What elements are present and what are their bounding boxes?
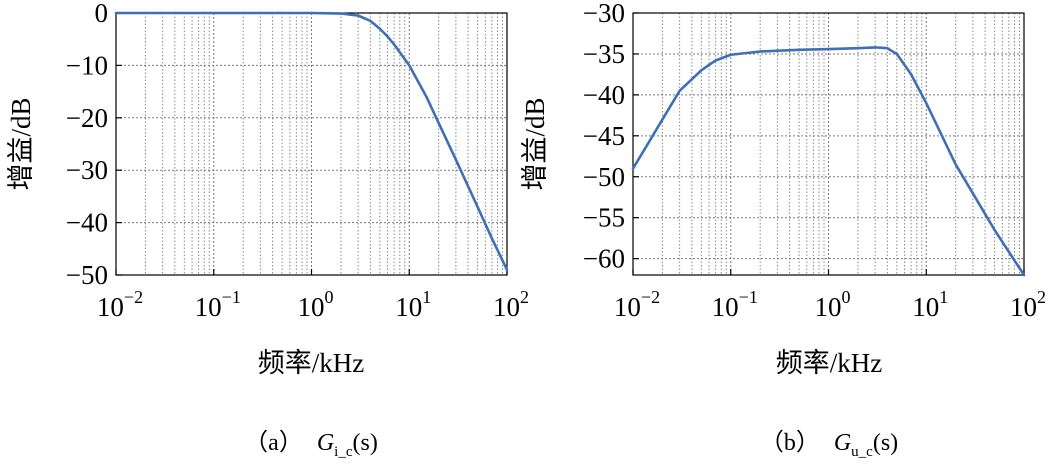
chart-a-x-tick-base: 10 [298, 292, 325, 322]
chart-a-x-tick-label: 10−2 [97, 287, 143, 322]
chart-b-y-tick-label: −45 [583, 121, 625, 151]
chart-a-y-tick-label: −40 [66, 208, 108, 238]
chart-a-caption-label: （a） [244, 430, 303, 456]
chart-b-grid [632, 12, 1025, 275]
chart-b-x-tick-label: 102 [1010, 287, 1046, 322]
chart-b-x-tick-label: 100 [815, 287, 851, 322]
chart-a-x-axis-label: 频率/kHz [258, 348, 364, 378]
chart-b-x-tick-exponent: −2 [641, 287, 660, 307]
chart-b-x-tick-exponent: 2 [1037, 287, 1046, 307]
chart-b-caption: （b） Gu_c(s) [760, 430, 898, 460]
chart-b-x-tick-base: 10 [815, 292, 842, 322]
chart-b-y-tick-label: −40 [583, 80, 625, 110]
chart-b-x-tick-label: 10−2 [614, 287, 660, 322]
chart-b-x-tick-exponent: 0 [842, 287, 851, 307]
chart-a-y-tick-label: −50 [66, 260, 108, 290]
chart-a-y-axis-label: 增益/dB [6, 97, 36, 190]
chart-a-y-tick-label: −10 [66, 50, 108, 80]
chart-b-y-tick-label: −30 [583, 0, 625, 28]
chart-a-x-tick-base: 10 [395, 292, 422, 322]
chart-a-caption-symbol: G [317, 430, 334, 456]
chart-b-x-axis-label: 频率/kHz [776, 348, 882, 378]
chart-b-x-tick-exponent: 1 [939, 287, 948, 307]
chart-a-x-tick-exponent: −2 [124, 287, 143, 307]
chart-b-x-tick-label: 101 [912, 287, 948, 322]
chart-a-x-tick-label: 101 [395, 287, 431, 322]
chart-b-caption-subscript: u_c [851, 444, 873, 460]
chart-a-x-tick-exponent: 1 [422, 287, 431, 307]
chart-b-caption-label: （b） [760, 430, 820, 456]
chart-a-x-tick-label: 10−1 [195, 287, 241, 322]
chart-a-y-tick-label: −20 [66, 103, 108, 133]
chart-a-x-tick-base: 10 [493, 292, 520, 322]
chart-b-y-tick-label: −55 [583, 203, 625, 233]
chart-b-y-tick-label: −50 [583, 162, 625, 192]
chart-a-caption-arg: (s) [353, 430, 378, 456]
chart-a-x-tick-base: 10 [195, 292, 222, 322]
chart-b-x-tick-base: 10 [712, 292, 739, 322]
chart-a-y-tick-label: 0 [95, 0, 109, 28]
chart-b-y-axis-label: 增益/dB [520, 97, 550, 190]
chart-a-x-tick-label: 100 [298, 287, 334, 322]
chart-a-x-tick-base: 10 [97, 292, 124, 322]
chart-b-x-tick-label: 10−1 [712, 287, 758, 322]
chart-b-y-tick-label: −60 [583, 244, 625, 274]
chart-b-y-tick-label: −35 [583, 39, 625, 69]
chart-b-caption-symbol: G [834, 430, 851, 456]
chart-b-x-tick-base: 10 [1010, 292, 1037, 322]
chart-a-series-line [114, 11, 509, 272]
chart-a-x-tick-exponent: 2 [520, 287, 529, 307]
chart-a-x-tick-exponent: −1 [222, 287, 241, 307]
chart-a-x-tick-exponent: 0 [325, 287, 334, 307]
chart-a-caption: （a） Gi_c(s) [244, 430, 378, 460]
chart-a-x-tick-label: 102 [493, 287, 529, 322]
chart-a-y-tick-label: −30 [66, 155, 108, 185]
chart-b-x-tick-exponent: −1 [739, 287, 758, 307]
chart-b-series-line [631, 46, 1026, 277]
chart-b-caption-arg: (s) [873, 430, 898, 456]
chart-a-caption-subscript: i_c [334, 444, 353, 460]
chart-b-x-tick-base: 10 [614, 292, 641, 322]
chart-b-x-tick-base: 10 [912, 292, 939, 322]
